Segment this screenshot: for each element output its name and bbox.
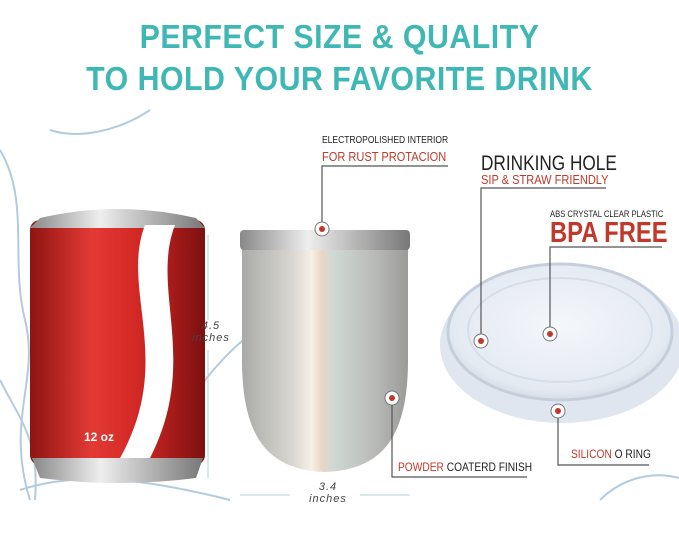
callout-lines (321, 165, 662, 478)
drinking-hole-subtitle: SIP & STRAW FRIENDLY (481, 172, 609, 187)
finish-rest: COATERD FINISH (446, 460, 533, 474)
drinking-hole-title: DRINKING HOLE (481, 152, 617, 175)
dimension-lines (207, 235, 410, 496)
width-value: 3.4 (318, 481, 338, 493)
headline-line-2: TO HOLD YOUR FAVORITE DRINK (86, 60, 593, 97)
height-unit: inches (192, 332, 230, 344)
interior-label-bottom: FOR RUST PROTACION (322, 149, 447, 164)
tumbler (240, 230, 410, 472)
bpa-label-top: ABS CRYSTAL CLEAR PLASTIC (550, 209, 664, 219)
width-dimension: 3.4 inches (298, 481, 358, 505)
finish-highlight: POWDER (398, 460, 444, 474)
lid (440, 262, 679, 423)
height-dimension: 4.5 inches (186, 320, 236, 344)
headline-line-1: PERFECT SIZE & QUALITY (139, 18, 540, 55)
interior-label-top: ELECTROPOLISHED INTERIOR (322, 135, 449, 146)
ring-label: SILICON O RING (571, 447, 651, 461)
can-size-label: 12 oz (84, 430, 115, 444)
callout-dots (314, 221, 566, 419)
ring-rest: O RING (614, 447, 651, 461)
bpa-free-label: BPA FREE (550, 217, 668, 249)
soda-can (30, 209, 205, 483)
width-unit: inches (309, 493, 347, 505)
height-value: 4.5 (201, 320, 221, 332)
ring-highlight: SILICON (571, 447, 612, 461)
finish-label: POWDER COATERD FINISH (398, 460, 532, 474)
